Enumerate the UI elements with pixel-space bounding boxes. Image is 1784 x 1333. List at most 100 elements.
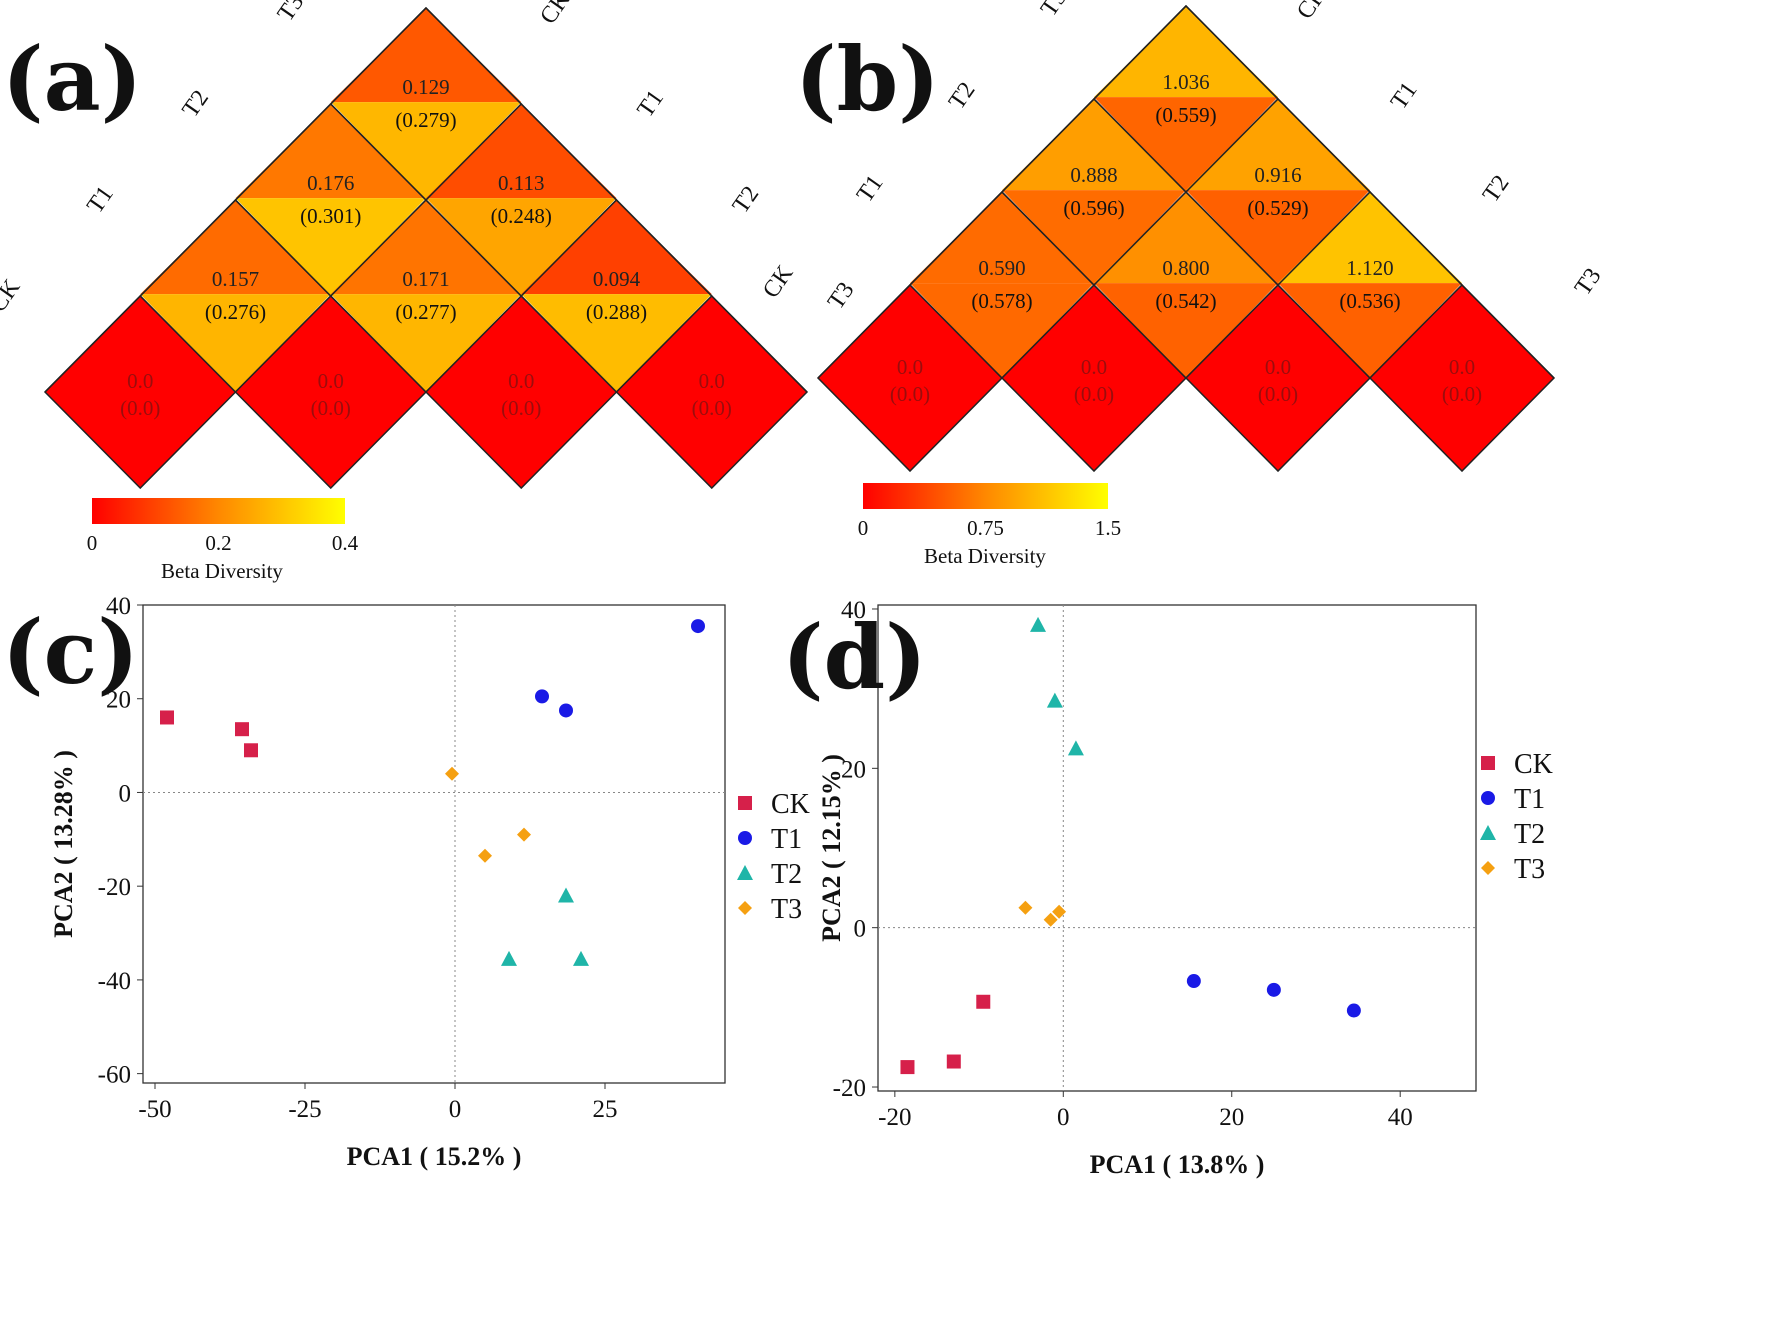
- heatmap-cell-lower: [521, 294, 712, 392]
- heatmap-cell-upper: [426, 104, 617, 199]
- legend-label: T3: [1514, 854, 1545, 885]
- cell-subvalue: (0.536): [1339, 289, 1400, 313]
- y-tick-label: -60: [98, 1062, 131, 1089]
- heatmap-cell-lower: [235, 198, 426, 296]
- panel-b: 0.0 (0.0) 0.590 (0.578) 0.888 (0.596) 1.036 (0.…: [758, 0, 1607, 568]
- cell-value: 0.0: [1265, 355, 1291, 379]
- group-label-right: T1: [1386, 78, 1423, 115]
- data-point: [1481, 791, 1495, 805]
- data-point: [1067, 740, 1084, 756]
- x-axis-label: PCA1 ( 13.8% ): [1090, 1150, 1265, 1179]
- group-label-right: T2: [1478, 171, 1515, 208]
- heatmap-cell-upper: [1002, 99, 1186, 191]
- group-label-left: T1: [82, 182, 119, 219]
- legend-label: CK: [771, 789, 810, 820]
- legend-label: T1: [771, 824, 802, 855]
- cell-subvalue: (0.0): [1442, 382, 1482, 406]
- cell-value: 0.0: [127, 369, 153, 393]
- cell-value: 0.0: [1081, 355, 1107, 379]
- group-label-left: T2: [177, 86, 214, 123]
- data-point: [535, 689, 549, 704]
- data-point: [160, 710, 174, 725]
- heatmap-cell-lower: [1094, 283, 1278, 378]
- data-point: [1480, 825, 1496, 840]
- data-point: [738, 831, 752, 845]
- heatmap-cell-lower: [330, 294, 522, 392]
- cell-value: 0.0: [897, 355, 923, 379]
- cell-subvalue: (0.578): [971, 289, 1032, 313]
- heatmap-cell-upper: [521, 200, 712, 295]
- triangle-outline: [44, 6, 808, 393]
- group-label-right: CK: [1292, 0, 1333, 24]
- data-point: [1346, 1003, 1361, 1018]
- legend-label: T3: [771, 894, 802, 925]
- colorbar-tick-label: 0.4: [332, 531, 359, 555]
- data-point: [1046, 692, 1063, 708]
- data-point: [558, 887, 574, 903]
- legend-label: CK: [1514, 749, 1553, 780]
- heatmap-cell-lower: [1002, 190, 1186, 285]
- panel-d: -20 0 20 40 -20 0 20 40 PCA1 ( 13.8% ) PCA2 ( 12.…: [782, 597, 1553, 1179]
- colorbar-tick-label: 0.75: [967, 516, 1004, 540]
- group-label-left: T1: [852, 171, 889, 208]
- panel-c: -50 -25 0 25 -60 -40 -20 0 20 40 PCA1 ( 15.2% ) PCA…: [2, 593, 810, 1171]
- data-point: [900, 1060, 915, 1075]
- group-label-left: T2: [944, 78, 981, 115]
- cell-subvalue: (0.279): [395, 108, 456, 132]
- cell-value: 0.0: [318, 369, 344, 393]
- cell-subvalue: (0.301): [300, 204, 361, 228]
- data-point: [501, 950, 517, 966]
- cell-value: 1.036: [1162, 70, 1209, 94]
- cell-value: 0.171: [402, 267, 449, 291]
- heatmap-cell-upper: [235, 104, 426, 199]
- cell-value: 0.0: [1449, 355, 1475, 379]
- cell-subvalue: (0.0): [311, 396, 351, 420]
- heatmap-cell-lower: [1186, 190, 1370, 285]
- cell-subvalue: (0.277): [395, 300, 456, 324]
- heatmap-cell-upper: [330, 200, 522, 295]
- data-point: [445, 766, 459, 781]
- triangle-outline: [817, 4, 1555, 379]
- heatmap-cell-upper: [330, 8, 522, 103]
- x-tick-label: 25: [593, 1096, 618, 1123]
- cell-subvalue: (0.0): [501, 396, 541, 420]
- cell-subvalue: (0.0): [1258, 382, 1298, 406]
- cell-value: 0.176: [307, 171, 354, 195]
- legend-label: T1: [1514, 784, 1545, 815]
- data-point: [738, 901, 752, 915]
- cell-subvalue: (0.596): [1063, 196, 1124, 220]
- data-point: [738, 796, 752, 810]
- group-label-right: CK: [535, 0, 576, 29]
- data-point: [573, 950, 589, 966]
- heatmap-cell-upper: [1186, 99, 1370, 191]
- group-label-left: CK: [0, 274, 26, 317]
- data-point: [1052, 904, 1067, 919]
- heatmap-cell-upper: [1094, 192, 1278, 284]
- cell-value: 0.888: [1070, 163, 1117, 187]
- cell-subvalue: (0.0): [1074, 382, 1114, 406]
- x-tick-label: -25: [288, 1096, 321, 1123]
- heatmap-cell-lower: [140, 294, 331, 392]
- y-axis-label: PCA2 ( 13.28% ): [49, 750, 78, 938]
- colorbar: [92, 498, 345, 524]
- y-tick-label: -20: [833, 1075, 866, 1102]
- y-tick-label: 20: [841, 756, 866, 783]
- cell-subvalue: (0.276): [205, 300, 266, 324]
- group-label-left: T3: [1036, 0, 1073, 21]
- group-label-right: T3: [1570, 264, 1607, 301]
- data-point: [1266, 982, 1281, 997]
- panel-letter: (d): [782, 605, 927, 709]
- data-point: [946, 1054, 961, 1069]
- cell-subvalue: (0.288): [586, 300, 647, 324]
- heatmap-cell-lower: [330, 102, 522, 200]
- panel-letter: (c): [2, 600, 139, 704]
- colorbar-label: Beta Diversity: [161, 559, 283, 583]
- data-point: [517, 827, 531, 842]
- cell-subvalue: (0.559): [1155, 103, 1216, 127]
- group-label-left: CK: [758, 260, 799, 303]
- group-label-left: T3: [273, 0, 310, 26]
- x-tick-label: 0: [449, 1096, 462, 1123]
- group-label-right: T1: [632, 86, 669, 123]
- heatmap-cell-upper: [140, 200, 331, 295]
